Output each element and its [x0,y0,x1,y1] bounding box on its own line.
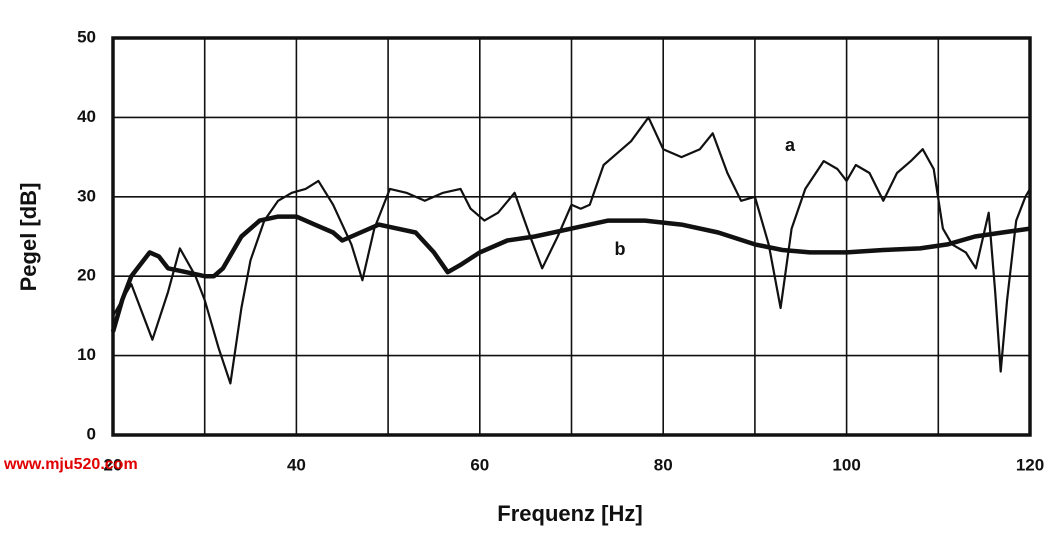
x-tick-label: 80 [654,455,673,474]
x-axis-label: Frequenz [Hz] [497,501,642,526]
y-tick-label: 30 [77,186,96,205]
y-tick-label: 50 [77,27,96,46]
series-label: b [615,239,626,259]
x-tick-label: 100 [832,455,860,474]
y-tick-label: 40 [77,107,96,126]
x-tick-label: 20 [104,455,123,474]
y-tick-label: 0 [87,424,96,443]
watermark: www.mju520.com [3,456,138,473]
x-tick-label: 60 [470,455,489,474]
y-axis-label: Pegel [dB] [16,183,41,292]
plot-frame [111,36,1032,437]
x-tick-label: 120 [1016,455,1044,474]
x-tick-label: 40 [287,455,306,474]
series-line [112,116,1031,385]
series-line [110,214,1031,333]
y-tick-label: 10 [77,345,96,364]
series-label: a [785,135,796,155]
y-tick-label: 20 [77,266,96,285]
